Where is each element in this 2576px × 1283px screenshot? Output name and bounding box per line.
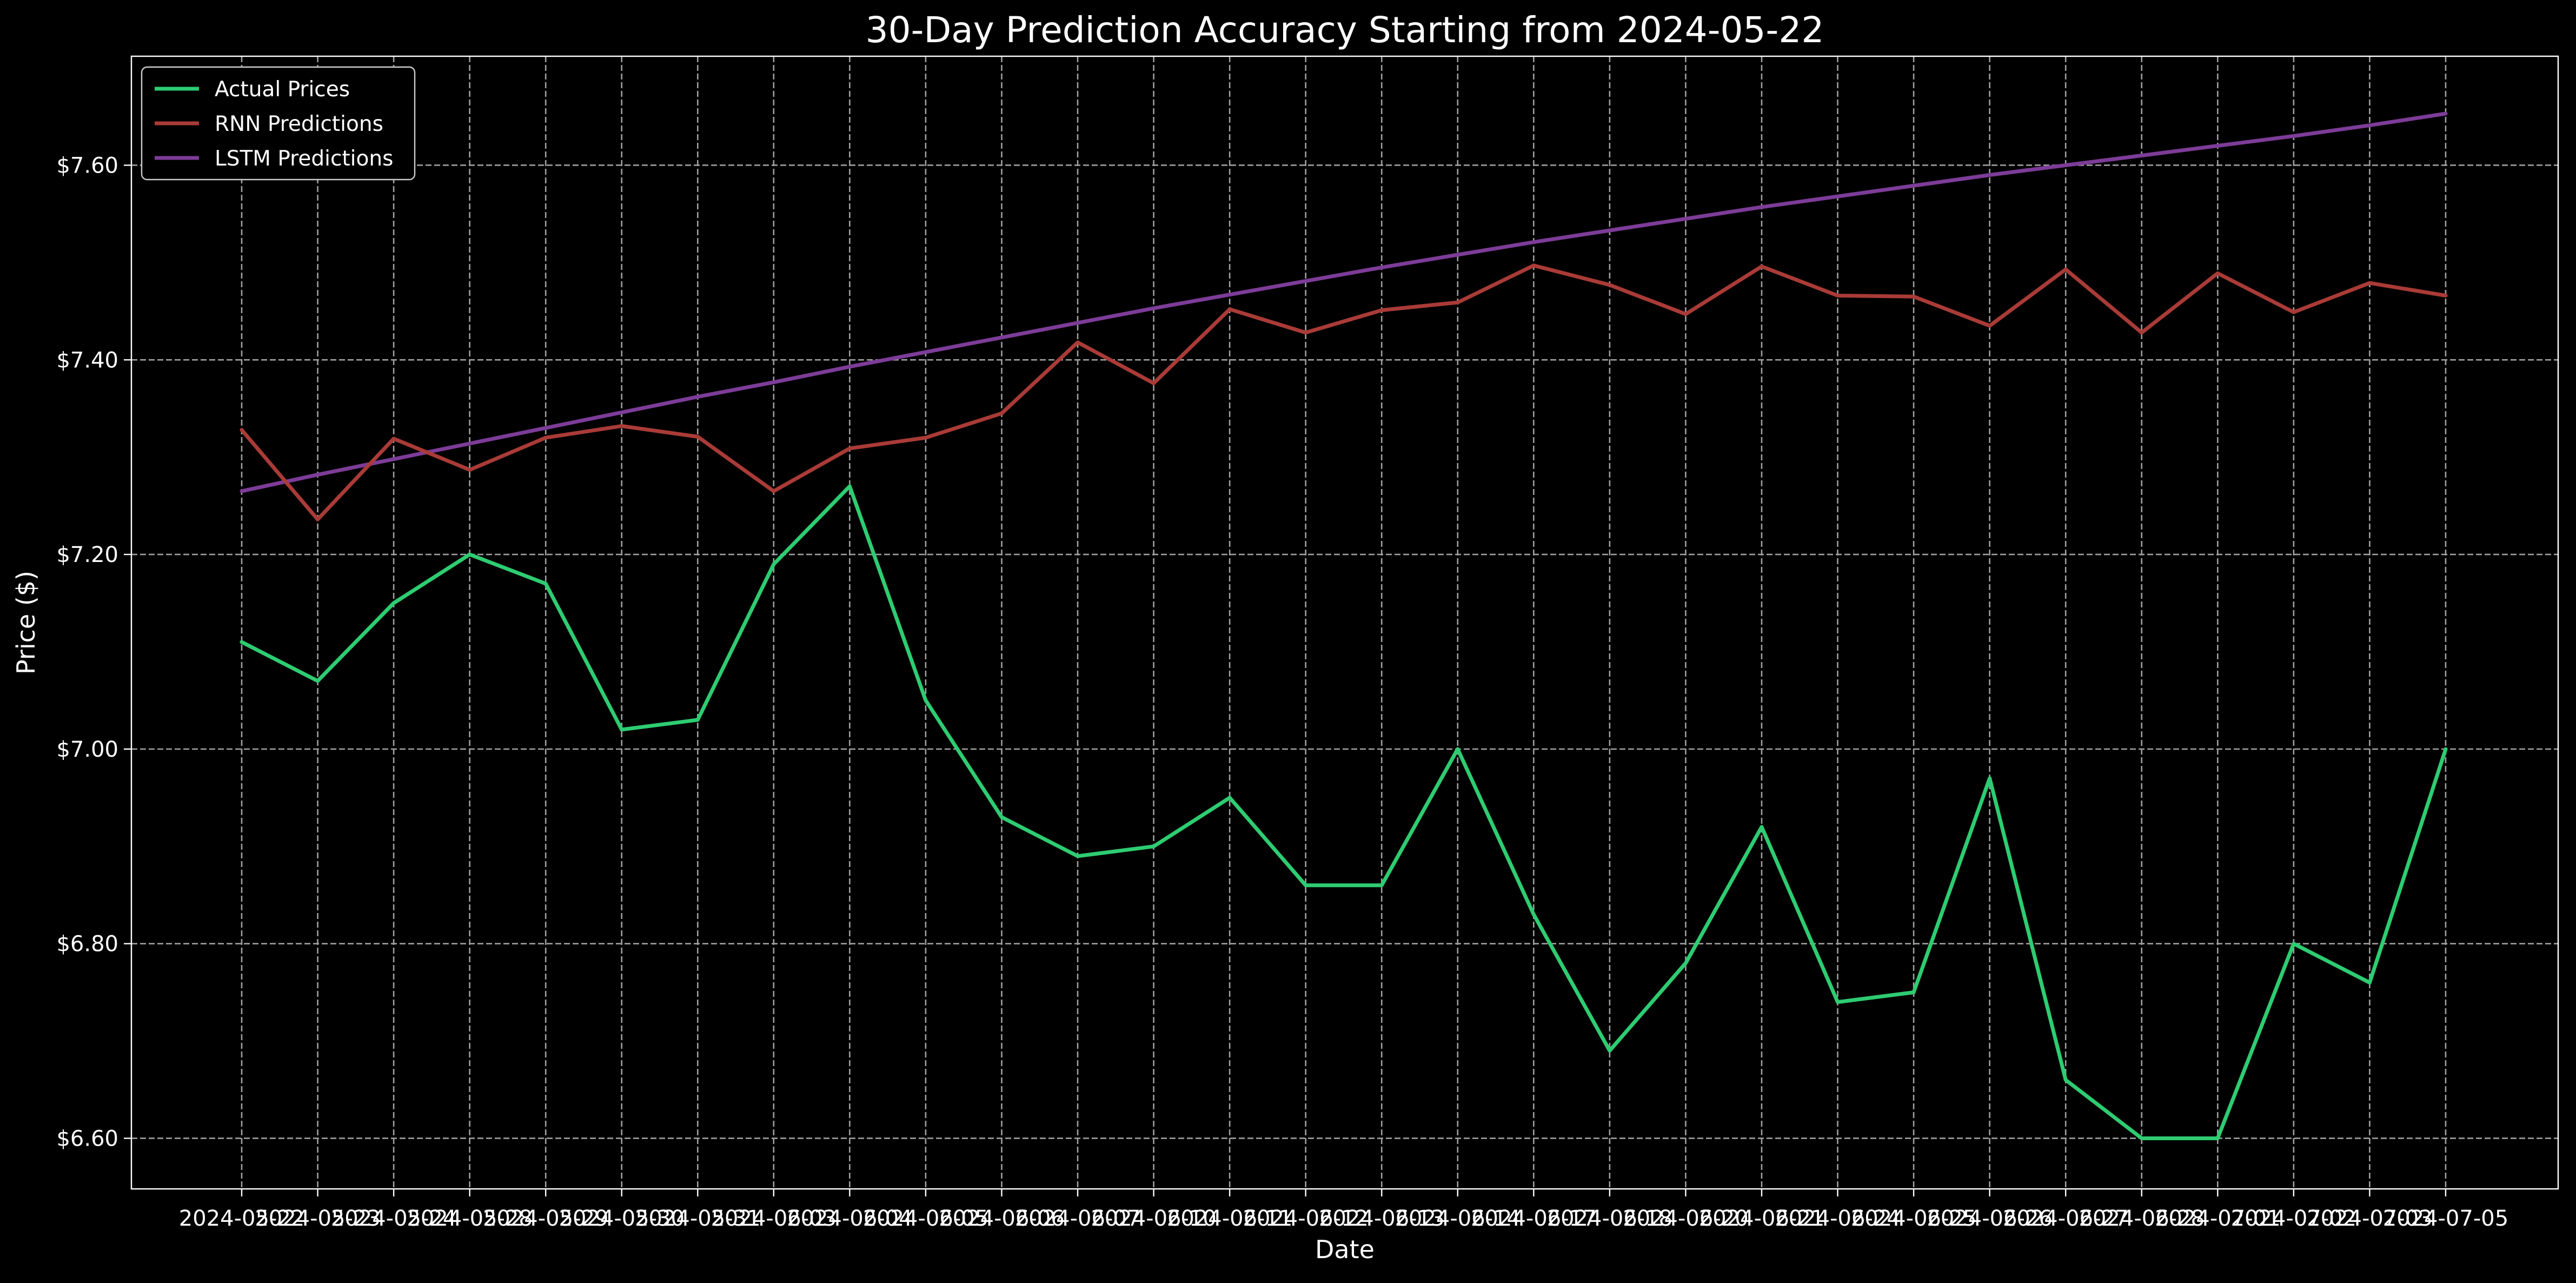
x-axis-label: Date	[1315, 1235, 1375, 1264]
y-tick-label: $7.20	[56, 543, 118, 567]
y-axis: $6.60 $6.80 $7.00 $7.20 $7.40 $7.60	[56, 153, 131, 1151]
x-tick-label: 2024-06-18	[1547, 1206, 1672, 1231]
plot-frame	[130, 55, 2559, 1190]
x-tick-label: 2024-05-24	[331, 1206, 456, 1231]
y-tick-label: $6.80	[56, 932, 118, 957]
chart-title: 30-Day Prediction Accuracy Starting from…	[866, 9, 1824, 51]
x-tick-label: 2024-06-28	[2079, 1206, 2205, 1231]
x-tick-label: 2024-06-27	[2003, 1206, 2128, 1231]
x-tick-label: 2024-06-26	[1927, 1206, 2052, 1231]
x-tick-label: 2024-07-05	[2383, 1206, 2508, 1231]
x-tick-label: 2024-06-21	[1699, 1206, 1824, 1231]
legend-box	[141, 66, 416, 181]
legend-item-label: Actual Prices	[215, 77, 350, 102]
series-line-rnn-predictions	[240, 263, 2448, 521]
x-tick-label: 2024-05-30	[559, 1206, 685, 1231]
legend-item-label: RNN Predictions	[215, 112, 383, 136]
grid	[131, 56, 2558, 1189]
y-tick-label: $7.60	[56, 153, 118, 178]
x-tick-label: 2024-06-05	[863, 1206, 988, 1231]
x-tick-label: 2024-06-14	[1395, 1206, 1521, 1231]
x-tick-label: 2024-07-03	[2307, 1206, 2432, 1231]
series-lines	[240, 111, 2448, 1140]
legend[interactable]: Actual Prices RNN Predictions LSTM Predict…	[141, 66, 416, 181]
legend-item-label: LSTM Predictions	[215, 147, 393, 171]
x-tick-label: 2024-05-28	[407, 1206, 532, 1231]
y-tick-label: $6.60	[56, 1126, 118, 1151]
x-tick-label: 2024-07-01	[2155, 1206, 2280, 1231]
x-tick-label: 2024-06-11	[1167, 1206, 1292, 1231]
x-tick-label: 2024-05-22	[179, 1206, 304, 1231]
x-tick-label: 2024-06-04	[787, 1206, 912, 1231]
x-tick-label: 2024-06-20	[1623, 1206, 1748, 1231]
y-axis-label: Price ($)	[11, 571, 41, 674]
x-tick-label: 2024-06-07	[1015, 1206, 1140, 1231]
x-tick-label: 2024-06-06	[939, 1206, 1064, 1231]
x-tick-label: 2024-05-31	[635, 1206, 760, 1231]
series-line-actual-prices	[240, 484, 2448, 1140]
x-tick-label: 2024-06-24	[1775, 1206, 1900, 1231]
x-tick-label: 2024-06-12	[1243, 1206, 1368, 1231]
x-axis: 2024-05-222024-05-232024-05-242024-05-28…	[179, 1189, 2508, 1231]
x-tick-label: 2024-05-23	[255, 1206, 380, 1231]
y-tick-label: $7.40	[56, 348, 118, 373]
x-tick-label: 2024-06-17	[1471, 1206, 1596, 1231]
x-tick-label: 2024-06-13	[1319, 1206, 1444, 1231]
x-tick-label: 2024-06-03	[711, 1206, 836, 1231]
y-tick-label: $7.00	[56, 737, 118, 762]
x-tick-label: 2024-05-29	[483, 1206, 608, 1231]
x-tick-label: 2024-06-25	[1851, 1206, 1976, 1231]
series-line-lstm-predictions	[240, 111, 2448, 493]
x-tick-label: 2024-06-10	[1091, 1206, 1216, 1231]
x-tick-label: 2024-07-02	[2231, 1206, 2356, 1231]
